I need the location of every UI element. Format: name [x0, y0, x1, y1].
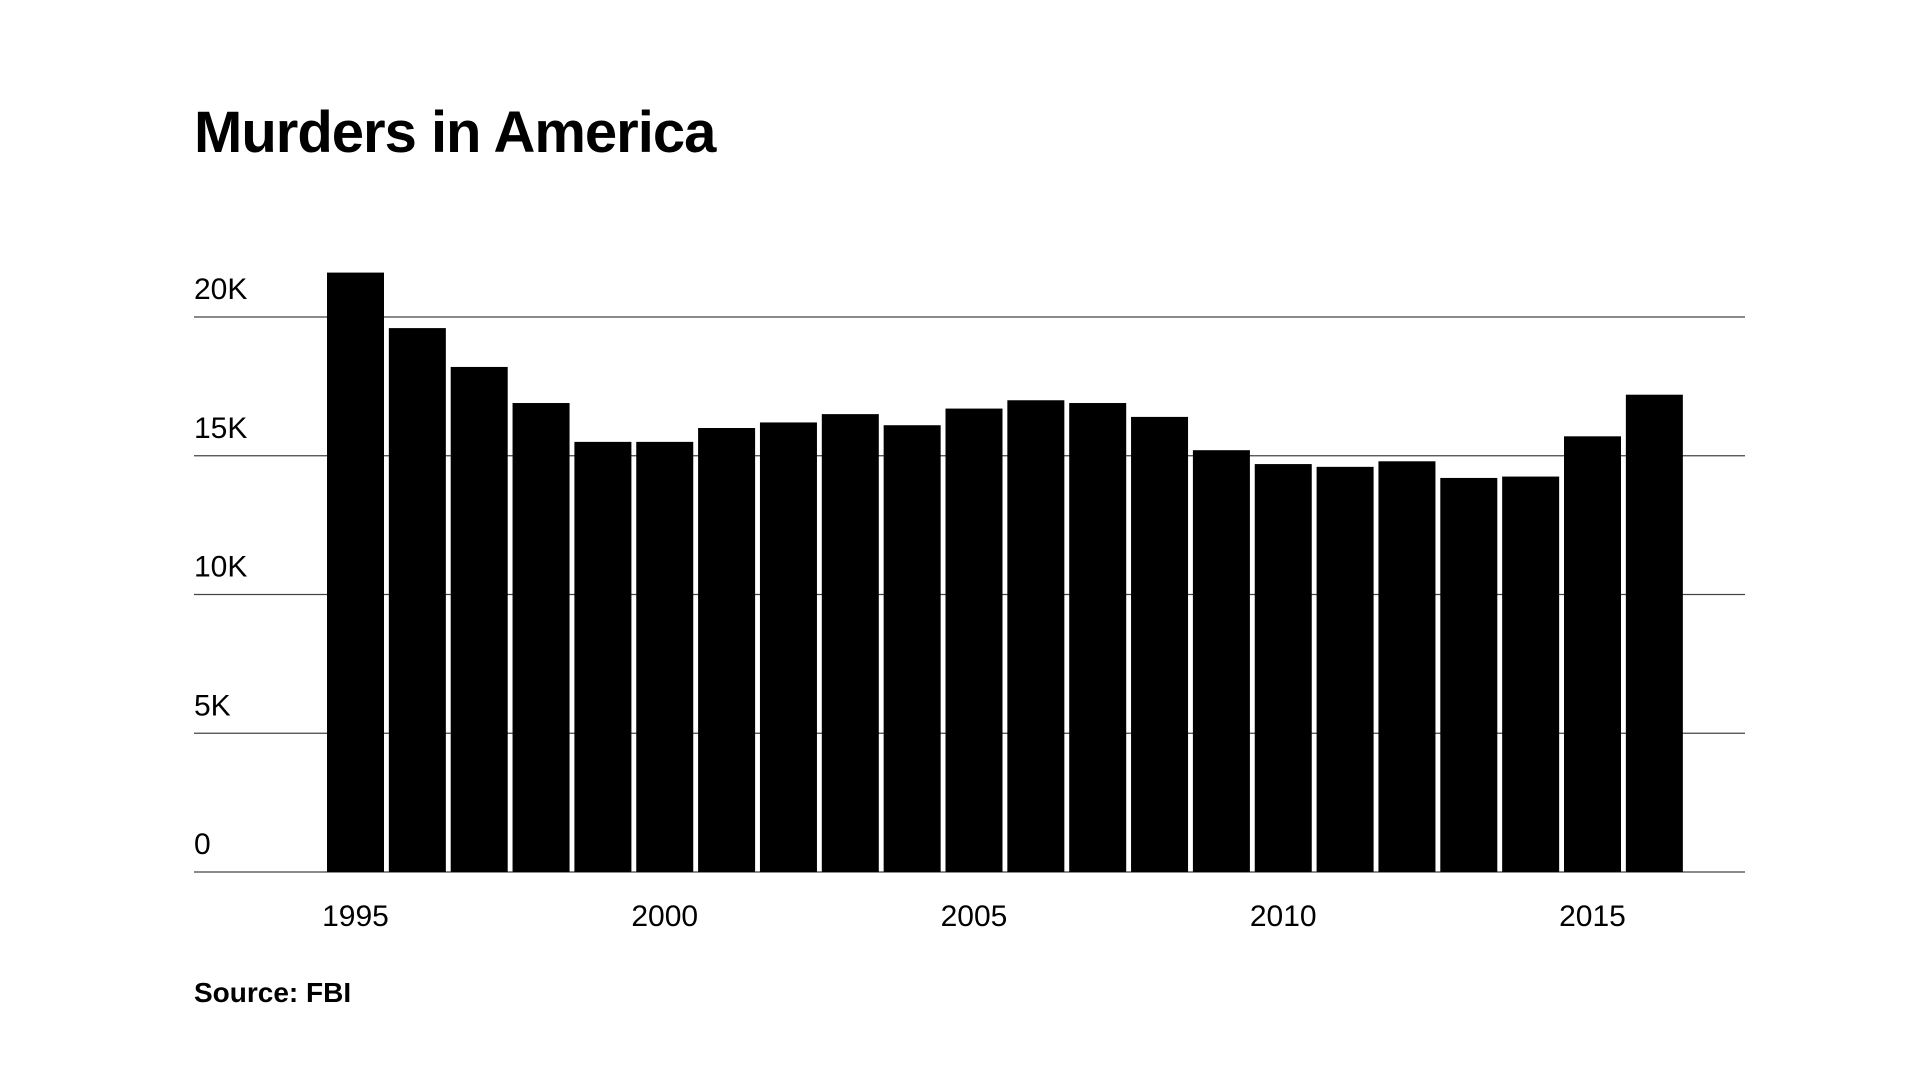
bar	[512, 403, 570, 872]
x-tick-label: 2010	[1250, 900, 1317, 933]
y-tick-label: 10K	[194, 551, 247, 584]
x-tick-label: 2000	[631, 900, 698, 933]
bar	[636, 441, 694, 872]
bar	[1007, 400, 1065, 872]
y-tick-label: 5K	[194, 689, 231, 722]
bar	[759, 422, 817, 872]
x-tick-label: 2015	[1559, 900, 1626, 933]
bar	[1316, 466, 1374, 872]
bar	[1502, 476, 1560, 872]
bar	[1564, 436, 1621, 872]
bar	[1378, 461, 1436, 872]
bar	[821, 414, 879, 872]
bar	[327, 272, 384, 873]
bar	[1625, 394, 1683, 872]
y-tick-label: 15K	[194, 412, 247, 445]
y-tick-label: 20K	[194, 273, 247, 306]
bar	[388, 328, 446, 873]
bar	[1069, 403, 1127, 872]
bar	[883, 425, 941, 872]
x-tick-label: 2005	[941, 900, 1008, 933]
y-tick-label: 0	[194, 828, 211, 861]
bar	[1254, 464, 1312, 872]
bar	[1131, 416, 1189, 872]
bar	[945, 408, 1003, 872]
source: Source: FBI	[194, 977, 351, 1008]
bar	[450, 366, 508, 872]
chart-title: Murders in America	[194, 100, 717, 165]
bar	[574, 441, 632, 872]
x-tick-label: 1995	[322, 900, 389, 933]
bar	[1192, 450, 1250, 872]
bar	[1440, 477, 1498, 872]
bar	[698, 428, 756, 872]
